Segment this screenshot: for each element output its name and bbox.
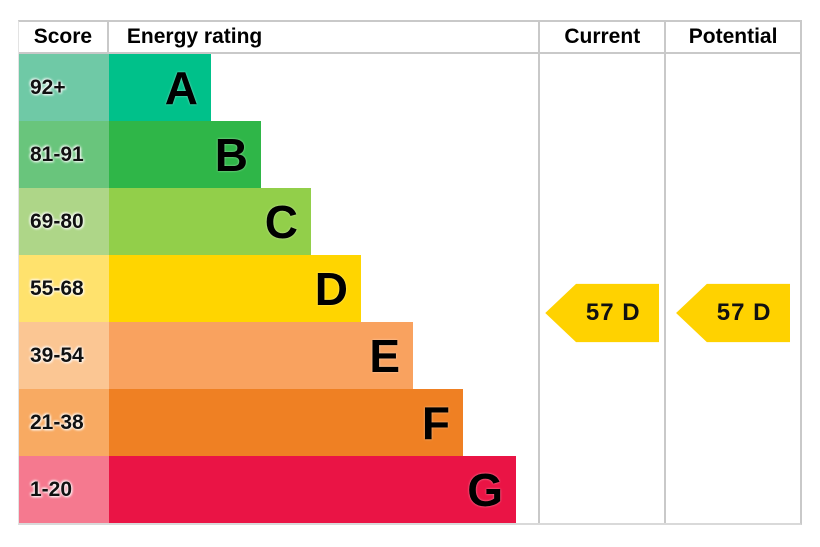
rating-bar: G: [109, 456, 516, 523]
rating-letter: F: [421, 396, 450, 449]
table-header-row: Score Energy rating Current Potential: [19, 22, 800, 54]
rating-bar: B: [109, 121, 261, 188]
score-range-cell: 69-80: [19, 188, 109, 255]
potential-rating-column: 57 D: [664, 54, 800, 523]
rating-letter: G: [467, 463, 503, 516]
band-row-c: 69-80 C: [19, 188, 538, 255]
rating-letter: B: [214, 128, 248, 181]
band-row-g: 1-20 G: [19, 456, 538, 523]
current-rating-value: 57 D: [585, 299, 641, 326]
current-rating-arrow: 57 D: [545, 283, 660, 343]
score-column-header: Score: [19, 22, 109, 52]
band-row-a: 92+ A: [19, 54, 538, 121]
potential-column-header: Potential: [664, 22, 800, 52]
score-range-cell: 1-20: [19, 456, 109, 523]
rating-bar: E: [109, 322, 413, 389]
epc-table: Score Energy rating Current Potential 92…: [18, 20, 802, 525]
band-row-e: 39-54 E: [19, 322, 538, 389]
score-range-cell: 39-54: [19, 322, 109, 389]
rating-letter: A: [164, 61, 198, 114]
potential-rating-arrow: 57 D: [676, 283, 791, 343]
band-row-f: 21-38 F: [19, 389, 538, 456]
rating-letter: C: [264, 195, 298, 248]
rating-bar: C: [109, 188, 311, 255]
current-column-header: Current: [538, 22, 664, 52]
band-row-d: 55-68 D: [19, 255, 538, 322]
score-range-cell: 21-38: [19, 389, 109, 456]
band-row-b: 81-91 B: [19, 121, 538, 188]
energy-rating-column-header: Energy rating: [126, 25, 263, 48]
score-range-cell: 81-91: [19, 121, 109, 188]
rating-bar: F: [109, 389, 463, 456]
rating-bar: A: [109, 54, 211, 121]
rating-letter: D: [314, 262, 348, 315]
rating-bar: D: [109, 255, 361, 322]
potential-rating-value: 57 D: [716, 299, 772, 326]
rating-letter: E: [369, 329, 400, 382]
table-body: 92+ A 81-91 B 69-80 C: [19, 54, 800, 523]
score-range-cell: 55-68: [19, 255, 109, 322]
current-rating-column: 57 D: [538, 54, 664, 523]
rating-bands: 92+ A 81-91 B 69-80 C: [19, 54, 538, 523]
score-range-cell: 92+: [19, 54, 109, 121]
